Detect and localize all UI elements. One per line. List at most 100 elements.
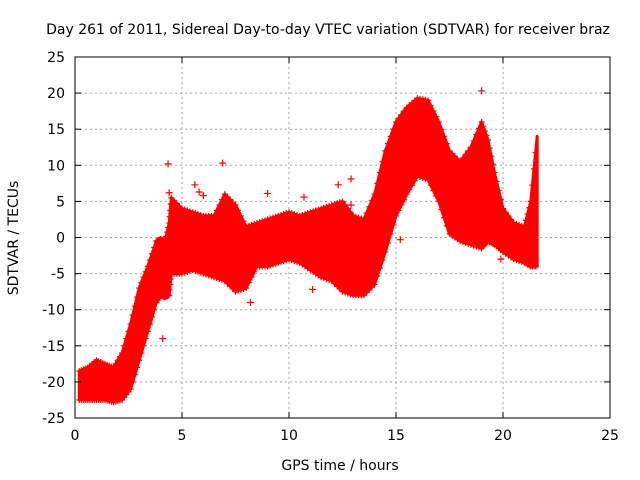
data-point [518,258,525,265]
data-point [390,126,397,133]
data-point [267,215,274,222]
data-point [123,335,130,342]
data-point [161,238,168,245]
data-point [299,211,306,218]
data-point [184,268,191,275]
data-point [344,205,351,212]
data-point [526,204,533,211]
data-point [382,147,389,154]
data-point [272,260,279,267]
data-point [470,137,477,144]
data-point [328,277,335,284]
data-point [467,241,474,248]
data-point [368,284,375,291]
data-point [336,285,343,292]
data-point [134,364,141,371]
data-point [481,128,488,135]
data-point [334,283,341,290]
data-point [457,238,464,245]
data-point [164,229,171,236]
data-point [390,221,397,228]
data-point [189,266,196,273]
data-point [376,169,383,176]
data-point [435,118,442,125]
data-point [318,274,325,281]
data-point [382,248,389,255]
data-point [486,145,493,152]
data-point [213,207,220,214]
data-point [216,276,223,283]
data-point [197,211,204,218]
data-point [283,257,290,264]
data-point [146,257,153,264]
data-point [138,350,145,357]
x-tick-label: 15 [387,428,405,444]
data-point [527,198,534,205]
data-point [438,206,445,213]
data-point [355,214,362,221]
data-point [427,182,434,189]
data-point [229,199,236,206]
data-point [144,328,151,335]
data-point [219,196,226,203]
data-point [524,211,531,218]
data-point [454,155,461,162]
data-point [518,222,525,229]
data-point [195,268,202,275]
data-point [331,201,338,208]
data-point [419,174,426,181]
data-point [140,274,147,281]
data-point [328,202,335,209]
data-point [181,269,188,276]
data-point [224,193,231,200]
y-tick-label: -15 [42,339,65,355]
data-point [342,289,349,296]
data-point [192,210,199,217]
data-point [393,118,399,125]
data-point [275,259,282,266]
data-point [166,213,173,220]
data-point [149,313,156,320]
data-point [368,197,375,204]
outlier-point [264,189,272,197]
data-point [200,270,207,277]
data-point [269,261,276,268]
data-point [433,192,440,199]
data-point [336,199,343,206]
data-point [521,223,528,230]
data-point [323,203,330,210]
data-point [508,216,515,223]
data-point [480,123,487,130]
data-point [184,207,191,214]
data-point [500,205,506,212]
data-point [531,165,538,172]
data-band [77,96,539,404]
data-point [483,132,490,139]
data-point [277,258,284,265]
data-point [363,289,370,296]
data-point [430,108,437,115]
data-point [358,215,365,222]
data-point [187,208,194,215]
data-point [409,182,416,189]
data-point [227,196,234,203]
data-point [320,275,327,282]
data-point [216,202,223,209]
data-point [374,273,381,280]
data-point [205,272,212,279]
data-point [459,155,466,162]
data-point [379,257,386,264]
data-point [510,220,517,227]
data-point [259,218,266,225]
data-point [173,200,180,207]
data-point [232,202,239,209]
outlier-point [199,192,207,200]
data-point [176,202,183,209]
data-point [449,150,456,157]
data-point [142,335,149,342]
outlier-point [334,181,342,189]
data-point [495,187,502,194]
data-point [264,216,271,223]
data-point [232,288,239,295]
data-point [366,286,373,293]
